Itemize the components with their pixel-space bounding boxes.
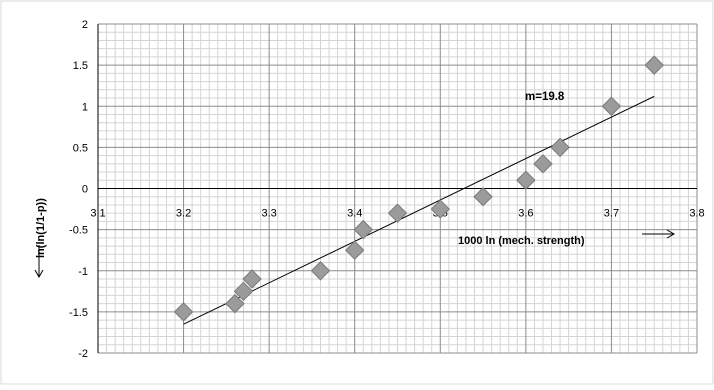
data-point xyxy=(387,203,408,223)
x-tick-label: 3.4 xyxy=(347,208,362,220)
y-tick-label: 1 xyxy=(82,101,88,113)
data-point xyxy=(516,170,536,190)
data-point xyxy=(353,219,373,240)
y-tick-label: -1.5 xyxy=(69,307,88,319)
y-tick-label: 0 xyxy=(82,184,88,196)
data-point xyxy=(533,154,553,174)
y-tick-label: 2 xyxy=(82,19,88,31)
x-tick-label: 3.8 xyxy=(689,208,704,220)
y-tick-label: 1.5 xyxy=(73,60,88,72)
axes xyxy=(97,24,697,353)
x-axis-arrow xyxy=(642,229,676,239)
data-point xyxy=(225,293,245,314)
x-axis-title: 1000 ln (mech. strength) xyxy=(458,235,585,247)
data-point xyxy=(242,269,262,289)
x-tick-label: 3.1 xyxy=(90,208,105,220)
data-point xyxy=(550,137,570,158)
major-gridlines xyxy=(97,23,698,354)
data-point xyxy=(233,281,254,302)
trendline xyxy=(183,95,655,325)
y-axis-title: ln(ln(1/1-p)) xyxy=(35,198,47,258)
y-tick-label: -1 xyxy=(78,266,88,278)
x-tick-labels: 3.13.23.33.43.53.63.73.8 xyxy=(90,208,704,220)
data-point xyxy=(345,240,365,260)
y-tick-label: -0.5 xyxy=(69,225,88,237)
x-tick-label: 3.2 xyxy=(176,208,191,220)
data-point xyxy=(601,96,622,116)
x-tick-label: 3.6 xyxy=(518,208,533,220)
data-points xyxy=(173,55,664,322)
data-point xyxy=(310,261,331,281)
x-tick-label: 3.7 xyxy=(604,208,619,220)
x-tick-label: 3.3 xyxy=(261,208,276,220)
data-point xyxy=(173,302,194,322)
data-point xyxy=(473,187,493,207)
slope-annotation: m=19.8 xyxy=(525,91,565,103)
y-axis-arrow xyxy=(34,245,44,279)
y-tick-label: 0.5 xyxy=(73,142,88,154)
data-point xyxy=(644,55,664,75)
data-point xyxy=(430,199,450,219)
trendline-group xyxy=(183,95,655,325)
y-tick-labels: 2 1.5 1 0.5 0 -0.5 -1 -1.5 -2 xyxy=(69,19,88,360)
y-tick-label: -2 xyxy=(78,348,88,360)
